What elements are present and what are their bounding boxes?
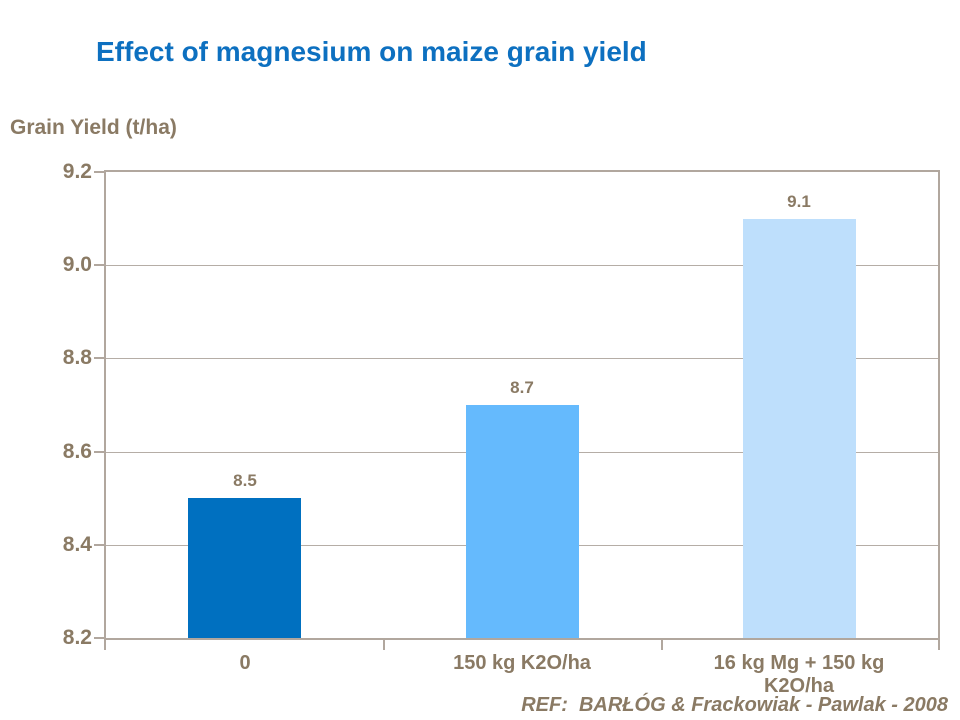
y-tick-label: 9.0	[62, 253, 92, 276]
x-category-label: 0	[239, 652, 251, 674]
plot-area	[104, 170, 940, 640]
gridline	[106, 265, 938, 266]
y-axis-title: Grain Yield (t/ha)	[10, 116, 177, 139]
x-tick-mark	[661, 640, 663, 650]
x-category-label: 16 kg Mg + 150 kg K2O/ha	[713, 652, 885, 697]
x-category-label: 150 kg K2O/ha	[453, 652, 591, 674]
bar	[466, 405, 579, 638]
y-tick-label: 8.4	[62, 533, 92, 556]
bar-value-label: 8.5	[233, 471, 257, 490]
y-tick-label: 8.2	[62, 626, 92, 649]
x-tick-mark	[104, 640, 106, 650]
chart-title: Effect of magnesium on maize grain yield	[96, 36, 647, 67]
y-tick-mark	[94, 357, 104, 359]
x-tick-mark	[383, 640, 385, 650]
y-tick-label: 8.8	[62, 346, 92, 369]
gridline	[106, 358, 938, 359]
y-tick-mark	[94, 451, 104, 453]
bar	[743, 219, 856, 638]
x-tick-mark	[938, 640, 940, 650]
bar-value-label: 9.1	[787, 192, 811, 211]
y-tick-mark	[94, 544, 104, 546]
y-tick-label: 8.6	[62, 440, 92, 463]
y-tick-label: 9.2	[62, 160, 92, 183]
bar-value-label: 8.7	[510, 378, 534, 397]
y-tick-mark	[94, 264, 104, 266]
y-tick-mark	[94, 637, 104, 639]
bar	[188, 498, 301, 638]
reference-text: REF: BARŁÓG & Frackowiak - Pawlak - 2008	[521, 694, 948, 716]
y-tick-mark	[94, 171, 104, 173]
